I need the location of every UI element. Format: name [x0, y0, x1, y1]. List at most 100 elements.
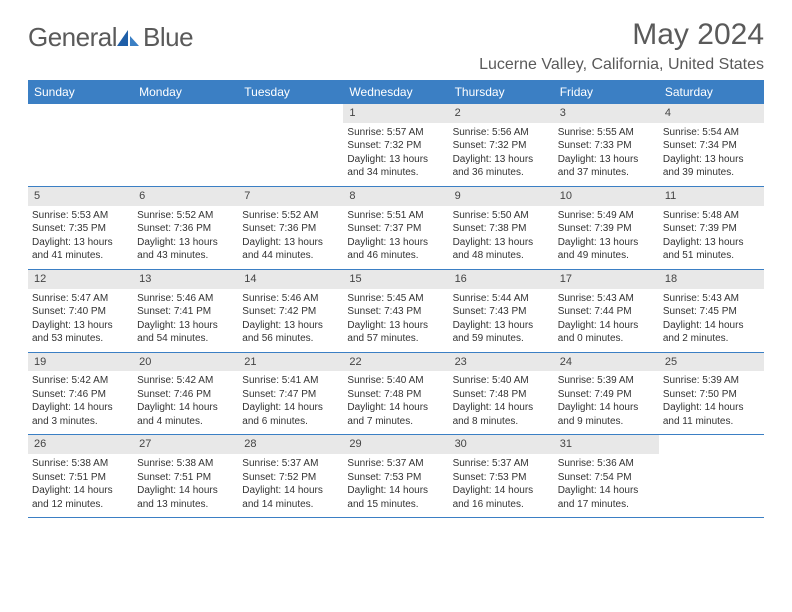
daylight2-text: and 0 minutes.	[558, 332, 655, 346]
daylight1-text: Daylight: 13 hours	[558, 236, 655, 250]
month-title: May 2024	[479, 18, 764, 52]
day-number: 16	[449, 270, 554, 289]
day-header-tuesday: Tuesday	[238, 80, 343, 104]
day-number: 6	[133, 187, 238, 206]
daylight2-text: and 7 minutes.	[347, 415, 444, 429]
daylight1-text: Daylight: 13 hours	[137, 319, 234, 333]
day-number: 18	[659, 270, 764, 289]
daylight2-text: and 48 minutes.	[453, 249, 550, 263]
sunset-text: Sunset: 7:43 PM	[453, 305, 550, 319]
sunrise-text: Sunrise: 5:56 AM	[453, 126, 550, 140]
daylight2-text: and 3 minutes.	[32, 415, 129, 429]
sunset-text: Sunset: 7:53 PM	[453, 471, 550, 485]
sunset-text: Sunset: 7:48 PM	[347, 388, 444, 402]
daylight2-text: and 39 minutes.	[663, 166, 760, 180]
sunrise-text: Sunrise: 5:50 AM	[453, 209, 550, 223]
day-cell: 15Sunrise: 5:45 AMSunset: 7:43 PMDayligh…	[343, 270, 448, 352]
daylight1-text: Daylight: 13 hours	[347, 319, 444, 333]
day-number: 10	[554, 187, 659, 206]
daylight2-text: and 41 minutes.	[32, 249, 129, 263]
daylight1-text: Daylight: 13 hours	[242, 236, 339, 250]
daylight2-text: and 59 minutes.	[453, 332, 550, 346]
day-number: 12	[28, 270, 133, 289]
day-number: 27	[133, 435, 238, 454]
daylight2-text: and 17 minutes.	[558, 498, 655, 512]
sunset-text: Sunset: 7:36 PM	[242, 222, 339, 236]
sunrise-text: Sunrise: 5:37 AM	[453, 457, 550, 471]
sunrise-text: Sunrise: 5:39 AM	[663, 374, 760, 388]
sunset-text: Sunset: 7:37 PM	[347, 222, 444, 236]
daylight1-text: Daylight: 14 hours	[558, 484, 655, 498]
day-cell: 28Sunrise: 5:37 AMSunset: 7:52 PMDayligh…	[238, 435, 343, 517]
sunset-text: Sunset: 7:32 PM	[453, 139, 550, 153]
sail-icon	[117, 30, 141, 48]
daylight1-text: Daylight: 13 hours	[32, 319, 129, 333]
sunset-text: Sunset: 7:39 PM	[558, 222, 655, 236]
sunrise-text: Sunrise: 5:44 AM	[453, 292, 550, 306]
week-row: 1 Sunrise: 5:57 AM Sunset: 7:32 PM Daylight…	[28, 104, 764, 187]
day-number: 1	[343, 104, 448, 123]
day-cell: 27 Sunrise: 5:38 AMSunset: 7:51 PMDayligh…	[133, 435, 238, 517]
daylight1-text: Daylight: 13 hours	[663, 236, 760, 250]
day-number: 29	[343, 435, 448, 454]
day-cell: 17Sunrise: 5:43 AMSunset: 7:44 PMDayligh…	[554, 270, 659, 352]
day-cell: 9Sunrise: 5:50 AMSunset: 7:38 PMDaylight…	[449, 187, 554, 269]
day-number: 5	[28, 187, 133, 206]
day-cell: 2Sunrise: 5:56 AMSunset: 7:32 PMDaylight…	[449, 104, 554, 186]
day-number: 25	[659, 353, 764, 372]
sunset-text: Sunset: 7:44 PM	[558, 305, 655, 319]
day-cell: 3Sunrise: 5:55 AMSunset: 7:33 PMDaylight…	[554, 104, 659, 186]
daylight1-text: Daylight: 14 hours	[558, 319, 655, 333]
daylight2-text: and 51 minutes.	[663, 249, 760, 263]
daylight1-text: Daylight: 14 hours	[453, 484, 550, 498]
week-row: 5Sunrise: 5:53 AMSunset: 7:35 PMDaylight…	[28, 187, 764, 270]
sunrise-text: Sunrise: 5:42 AM	[137, 374, 234, 388]
sunrise-text: Sunrise: 5:46 AM	[242, 292, 339, 306]
day-number	[28, 104, 133, 108]
daylight2-text: and 54 minutes.	[137, 332, 234, 346]
daylight2-text: and 8 minutes.	[453, 415, 550, 429]
daylight1-text: Daylight: 14 hours	[347, 484, 444, 498]
sunrise-text: Sunrise: 5:40 AM	[453, 374, 550, 388]
sunrise-text: Sunrise: 5:55 AM	[558, 126, 655, 140]
daylight1-text: Daylight: 14 hours	[242, 401, 339, 415]
day-header-friday: Friday	[554, 80, 659, 104]
day-cell: 29Sunrise: 5:37 AMSunset: 7:53 PMDayligh…	[343, 435, 448, 517]
daylight1-text: Daylight: 13 hours	[663, 153, 760, 167]
day-cell	[133, 104, 238, 186]
day-number	[659, 435, 764, 439]
sunrise-text: Sunrise: 5:40 AM	[347, 374, 444, 388]
daylight1-text: Daylight: 14 hours	[558, 401, 655, 415]
sunrise-text: Sunrise: 5:52 AM	[242, 209, 339, 223]
sunrise-text: Sunrise: 5:54 AM	[663, 126, 760, 140]
daylight1-text: Daylight: 13 hours	[347, 153, 444, 167]
sunrise-text: Sunrise: 5:46 AM	[137, 292, 234, 306]
day-cell: 8Sunrise: 5:51 AMSunset: 7:37 PMDaylight…	[343, 187, 448, 269]
day-number: 20	[133, 353, 238, 372]
day-header-wednesday: Wednesday	[343, 80, 448, 104]
logo-part1: General	[28, 22, 117, 52]
sunrise-text: Sunrise: 5:38 AM	[137, 457, 234, 471]
daylight2-text: and 2 minutes.	[663, 332, 760, 346]
day-number: 26	[28, 435, 133, 454]
day-number: 30	[449, 435, 554, 454]
sunset-text: Sunset: 7:51 PM	[32, 471, 129, 485]
daylight2-text: and 36 minutes.	[453, 166, 550, 180]
daylight2-text: and 6 minutes.	[242, 415, 339, 429]
sunset-text: Sunset: 7:45 PM	[663, 305, 760, 319]
daylight2-text: and 12 minutes.	[32, 498, 129, 512]
day-number: 19	[28, 353, 133, 372]
sunrise-text: Sunrise: 5:57 AM	[347, 126, 444, 140]
sunset-text: Sunset: 7:50 PM	[663, 388, 760, 402]
daylight1-text: Daylight: 14 hours	[663, 401, 760, 415]
daylight1-text: Daylight: 14 hours	[137, 401, 234, 415]
week-row: 26Sunrise: 5:38 AMSunset: 7:51 PMDayligh…	[28, 435, 764, 518]
day-number: 23	[449, 353, 554, 372]
day-number: 28	[238, 435, 343, 454]
sunset-text: Sunset: 7:51 PM	[137, 471, 234, 485]
daylight1-text: Daylight: 13 hours	[453, 319, 550, 333]
sunrise-text: Sunrise: 5:49 AM	[558, 209, 655, 223]
sunrise-text: Sunrise: 5:45 AM	[347, 292, 444, 306]
daylight1-text: Daylight: 14 hours	[137, 484, 234, 498]
sunset-text: Sunset: 7:52 PM	[242, 471, 339, 485]
